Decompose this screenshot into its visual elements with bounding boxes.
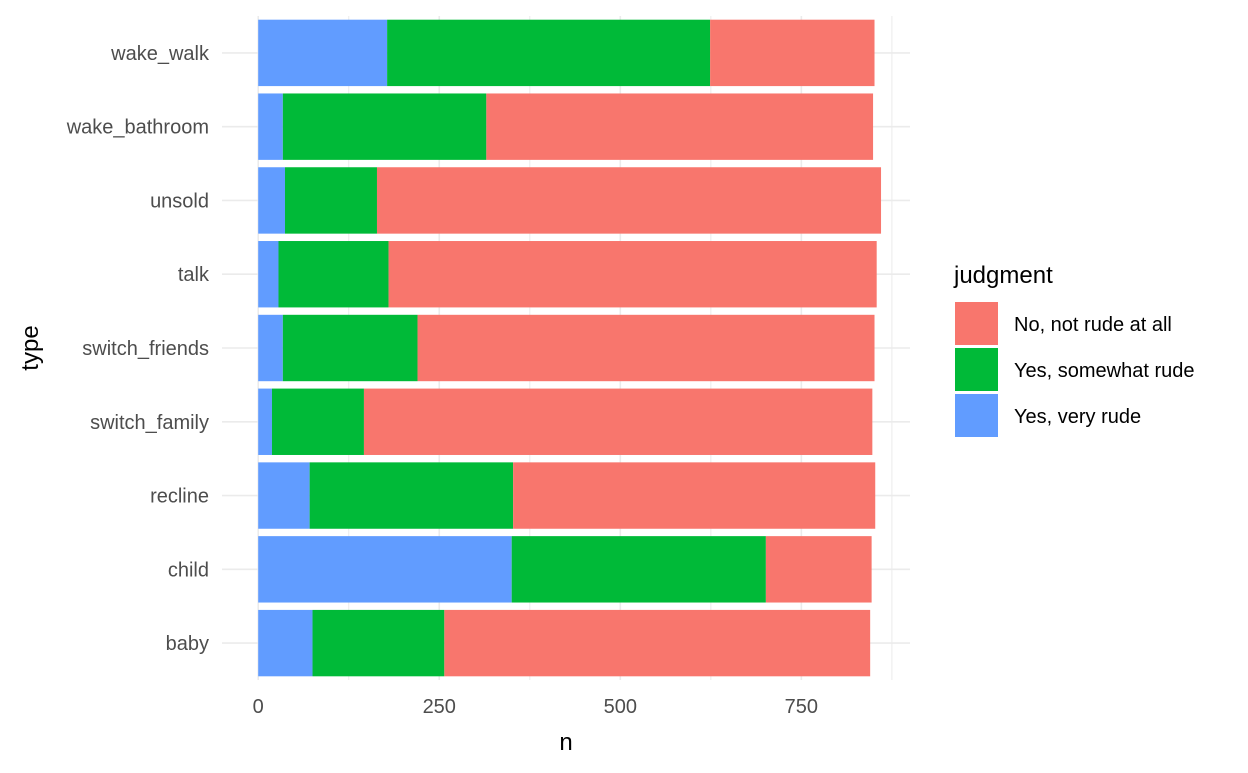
bar-wake_bathroom-no-not-rude-at-all xyxy=(486,93,874,160)
legend: judgment No, not rude at all Yes, somewha… xyxy=(953,262,1194,437)
y-tick-label: switch_friends xyxy=(82,338,209,360)
bar-unsold-yes-somewhat-rude xyxy=(285,167,377,234)
legend-title: judgment xyxy=(953,262,1053,289)
bar-wake_bathroom-yes-somewhat-rude xyxy=(282,93,487,160)
legend-label: Yes, very rude xyxy=(1014,406,1141,428)
bar-baby-no-not-rude-at-all xyxy=(444,609,871,677)
y-tick-label: wake_bathroom xyxy=(66,117,209,139)
bar-recline-yes-very-rude xyxy=(258,462,310,529)
y-tick-label: unsold xyxy=(150,190,209,212)
x-tick-label: 750 xyxy=(785,696,818,718)
legend-label: Yes, somewhat rude xyxy=(1014,360,1194,382)
legend-swatch xyxy=(955,348,998,391)
x-axis-title: n xyxy=(559,729,572,756)
bar-unsold-yes-very-rude xyxy=(258,167,286,234)
bar-child-yes-somewhat-rude xyxy=(511,536,766,603)
y-tick-label: talk xyxy=(178,264,210,286)
x-tick-labels: 0 250 500 750 xyxy=(253,696,818,718)
bar-child-no-not-rude-at-all xyxy=(765,536,872,603)
bar-unsold-no-not-rude-at-all xyxy=(376,167,882,234)
bar-talk-yes-somewhat-rude xyxy=(278,241,389,308)
bar-talk-no-not-rude-at-all xyxy=(388,241,877,308)
legend-swatch xyxy=(955,394,998,437)
x-tick-label: 250 xyxy=(423,696,456,718)
bar-switch_family-no-not-rude-at-all xyxy=(363,388,873,455)
bar-switch_family-yes-very-rude xyxy=(258,388,272,455)
x-tick-label: 0 xyxy=(253,696,264,718)
bar-baby-yes-somewhat-rude xyxy=(312,609,445,677)
bar-talk-yes-very-rude xyxy=(258,241,279,308)
y-tick-label: child xyxy=(168,559,209,581)
y-tick-label: baby xyxy=(166,633,209,655)
bar-wake_walk-no-not-rude-at-all xyxy=(710,19,875,87)
bar-switch_friends-yes-somewhat-rude xyxy=(282,314,418,382)
bar-switch_friends-no-not-rude-at-all xyxy=(417,314,875,382)
bar-baby-yes-very-rude xyxy=(258,609,313,677)
legend-items: No, not rude at all Yes, somewhat rude Yes… xyxy=(955,302,1194,437)
bar-switch_friends-yes-very-rude xyxy=(258,314,283,382)
legend-label: No, not rude at all xyxy=(1014,314,1172,336)
bars-layer xyxy=(258,19,882,677)
bar-wake_bathroom-yes-very-rude xyxy=(258,93,283,160)
bar-recline-yes-somewhat-rude xyxy=(309,462,514,529)
bar-wake_walk-yes-very-rude xyxy=(258,19,388,87)
legend-swatch xyxy=(955,302,998,345)
x-tick-label: 500 xyxy=(604,696,637,718)
y-tick-label: recline xyxy=(150,486,209,508)
bar-switch_family-yes-somewhat-rude xyxy=(271,388,364,455)
y-tick-label: wake_walk xyxy=(110,43,210,65)
y-axis-title: type xyxy=(17,325,44,370)
bar-child-yes-very-rude xyxy=(258,536,512,603)
bar-wake_walk-yes-somewhat-rude xyxy=(387,19,711,87)
y-tick-label: switch_family xyxy=(90,412,209,434)
bar-recline-no-not-rude-at-all xyxy=(513,462,876,529)
